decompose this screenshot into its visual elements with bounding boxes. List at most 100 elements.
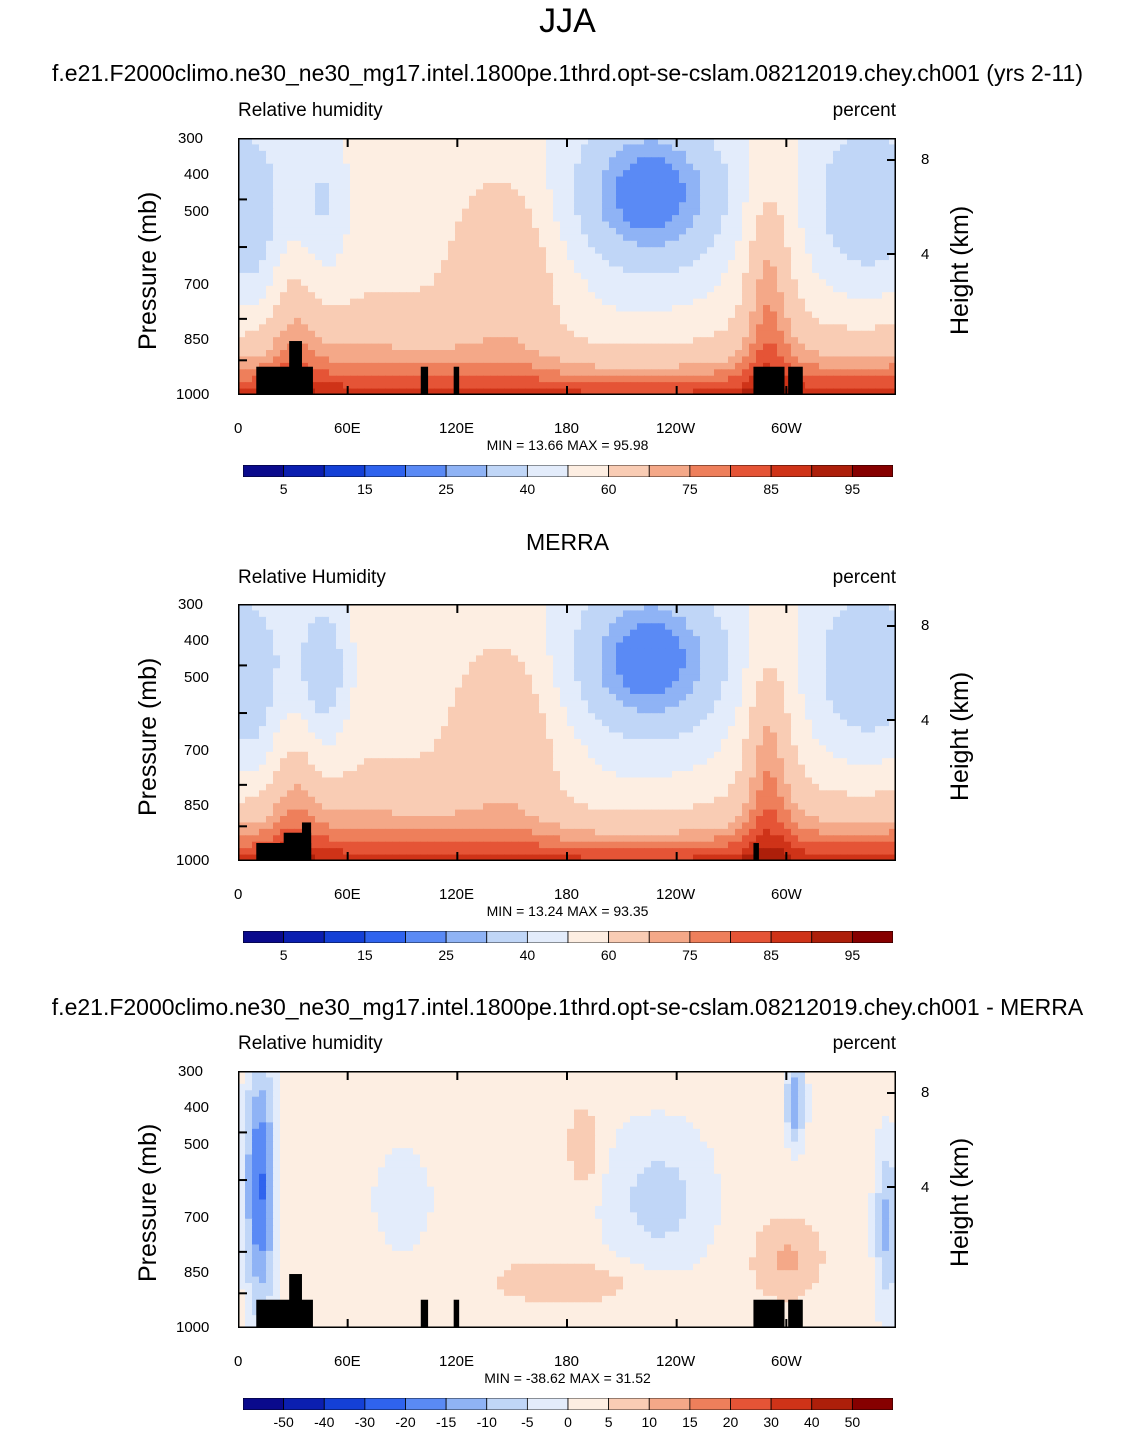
field-cell: [805, 337, 813, 345]
field-cell: [749, 163, 757, 171]
field-cell: [441, 234, 449, 242]
field-cell: [413, 272, 421, 280]
field-cell: [749, 266, 757, 274]
field-cell: [826, 648, 834, 656]
field-cell: [616, 170, 624, 178]
field-cell: [413, 157, 421, 165]
field-cell: [364, 362, 372, 370]
field-cell: [693, 337, 701, 345]
field-cell: [245, 661, 253, 669]
field-cell: [420, 182, 428, 190]
field-cell: [413, 324, 421, 332]
field-cell: [266, 260, 274, 268]
field-cell: [546, 604, 554, 612]
field-cell: [427, 350, 435, 358]
field-cell: [847, 369, 855, 377]
field-cell: [679, 343, 687, 351]
field-cell: [497, 311, 505, 319]
field-cell: [259, 604, 267, 612]
field-cell: [315, 636, 323, 644]
field-cell: [441, 157, 449, 165]
field-cell: [392, 285, 400, 293]
field-cell: [791, 253, 799, 261]
field-cell: [763, 176, 771, 184]
field-cell: [700, 623, 708, 631]
field-cell: [854, 337, 862, 345]
field-cell: [441, 195, 449, 203]
field-cell: [455, 202, 463, 210]
field-cell: [490, 157, 498, 165]
field-cell: [385, 215, 393, 223]
field-cell: [560, 138, 568, 146]
field-cell: [728, 382, 736, 390]
field-cell: [889, 324, 896, 332]
field-cell: [805, 305, 813, 313]
field-cell: [798, 227, 806, 235]
field-cell: [805, 655, 813, 663]
field-cell: [833, 279, 841, 287]
field-cell: [798, 668, 806, 676]
field-cell: [658, 163, 666, 171]
field-cell: [700, 253, 708, 261]
field-cell: [483, 337, 491, 345]
field-cell: [245, 382, 253, 390]
field-cell: [476, 623, 484, 631]
field-cell: [287, 260, 295, 268]
field-cell: [378, 157, 386, 165]
field-cell: [882, 616, 890, 624]
field-cell: [399, 636, 407, 644]
field-cell: [315, 305, 323, 313]
field-cell: [364, 610, 372, 618]
field-cell: [259, 247, 267, 255]
field-cell: [721, 337, 729, 345]
field-cell: [462, 388, 470, 395]
field-cell: [602, 648, 610, 656]
field-cell: [812, 337, 820, 345]
field-cell: [581, 285, 589, 293]
field-cell: [623, 388, 631, 395]
field-cell: [616, 661, 624, 669]
field-cell: [252, 350, 260, 358]
field-cell: [504, 298, 512, 306]
field-cell: [875, 604, 883, 612]
field-cell: [854, 305, 862, 313]
field-cell: [301, 215, 309, 223]
field-cell: [546, 176, 554, 184]
field-cell: [728, 668, 736, 676]
field-cell: [798, 292, 806, 300]
field-cell: [420, 279, 428, 287]
field-cell: [588, 305, 596, 313]
field-cell: [700, 182, 708, 190]
field-cell: [595, 266, 603, 274]
field-cell: [854, 189, 862, 197]
field-cell: [399, 215, 407, 223]
field-cell: [602, 324, 610, 332]
field-cell: [539, 604, 547, 612]
field-cell: [378, 668, 386, 676]
field-cell: [238, 138, 246, 146]
field-cell: [497, 317, 505, 325]
field-cell: [693, 279, 701, 287]
field-cell: [707, 163, 715, 171]
field-cell: [455, 343, 463, 351]
field-cell: [693, 195, 701, 203]
field-cell: [644, 616, 652, 624]
field-cell: [399, 681, 407, 689]
field-cell: [294, 157, 302, 165]
field-cell: [434, 157, 442, 165]
field-cell: [427, 356, 435, 364]
field-cell: [329, 324, 337, 332]
field-cell: [357, 285, 365, 293]
field-cell: [854, 266, 862, 274]
field-cell: [483, 227, 491, 235]
field-cell: [371, 616, 379, 624]
field-cell: [245, 285, 253, 293]
field-cell: [805, 176, 813, 184]
field-cell: [581, 138, 589, 146]
field-cell: [343, 266, 351, 274]
field-cell: [784, 655, 792, 663]
field-cell: [371, 388, 379, 395]
field-cell: [434, 170, 442, 178]
field-cell: [350, 215, 358, 223]
field-cell: [490, 382, 498, 390]
